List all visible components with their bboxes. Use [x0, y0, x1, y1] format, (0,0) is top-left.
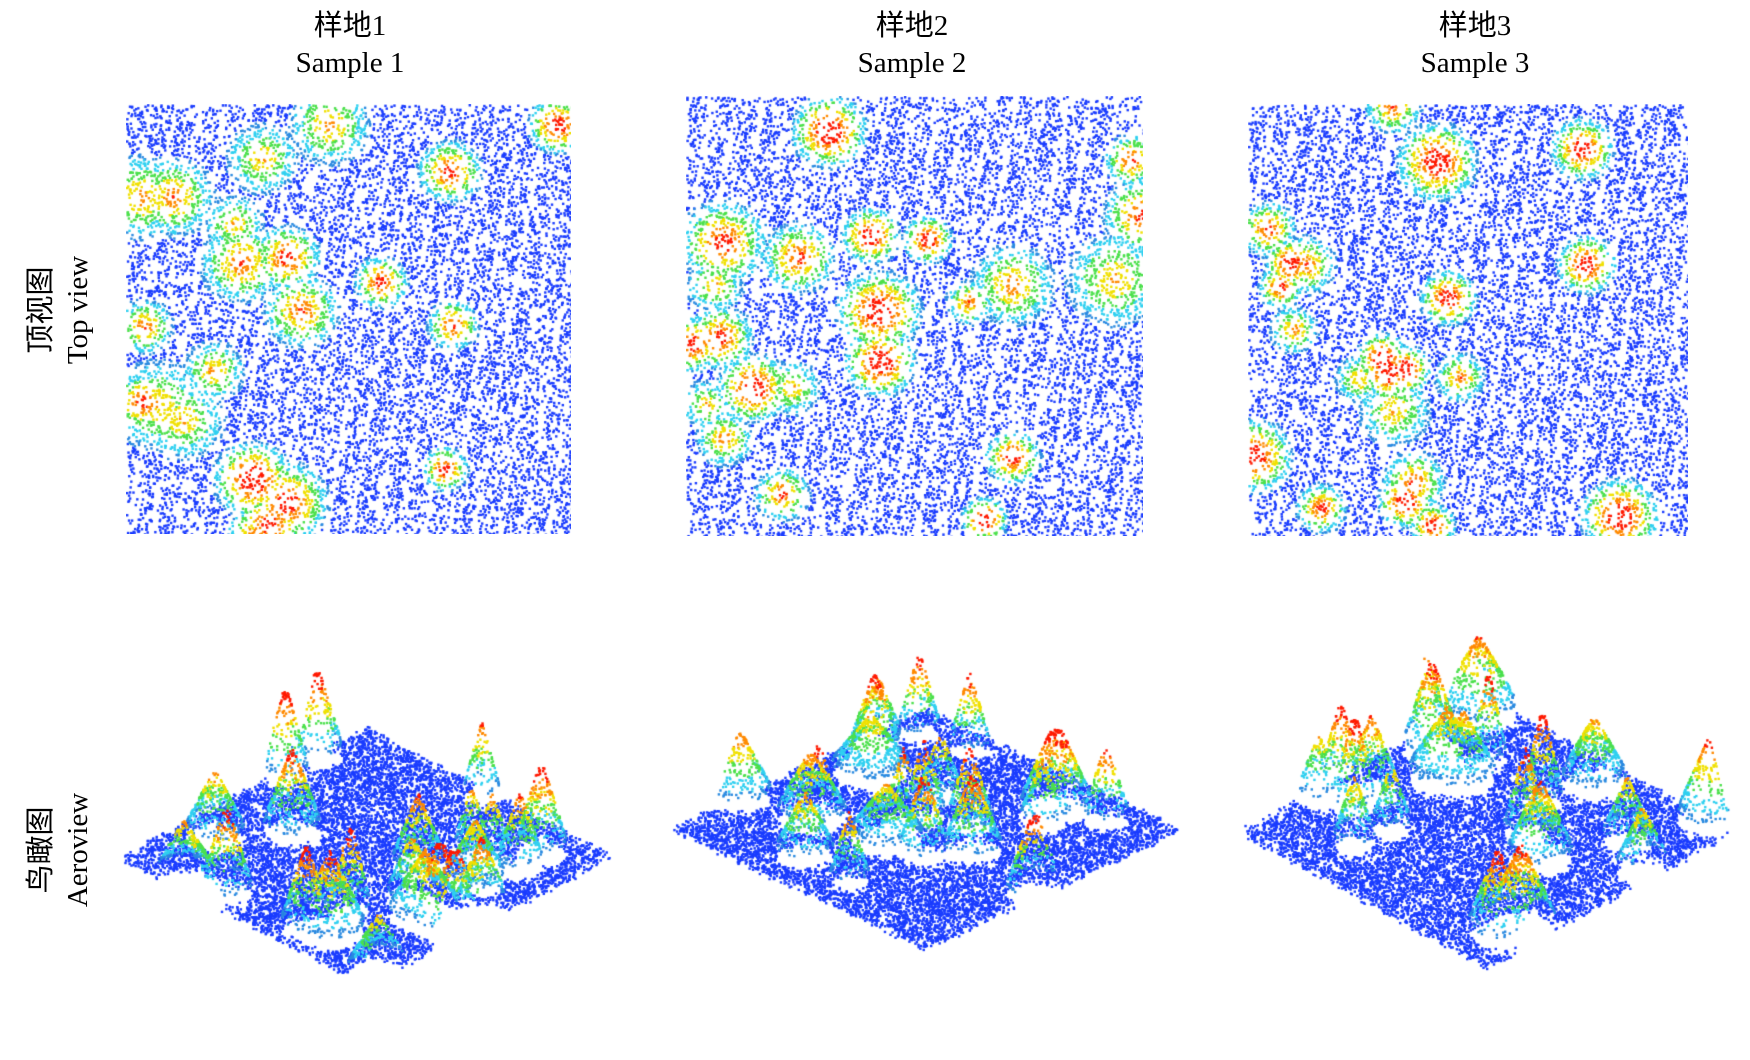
aeroview-sample-3: [1230, 605, 1740, 1025]
aeroview-sample-2: [660, 628, 1190, 1000]
row-label-aeroview: 鸟瞰图 Aeroview: [20, 680, 100, 1020]
column-title-en: Sample 3: [1420, 47, 1530, 79]
point-cloud-top-view-3: [1248, 104, 1688, 536]
point-cloud-top-view-1: [126, 104, 571, 534]
row-label-en: Aeroview: [62, 792, 94, 908]
top-view-sample-1: [126, 104, 571, 534]
column-title-zh: 样地1: [313, 10, 387, 42]
row-label-top-view: 顶视图 Top view: [20, 140, 100, 480]
column-title-en: Sample 2: [857, 47, 967, 79]
column-title-sample-2: 样地2 Sample 2: [762, 8, 1062, 82]
column-title-zh: 样地3: [1438, 10, 1512, 42]
point-cloud-aeroview-1: [110, 640, 620, 1040]
column-title-en: Sample 1: [295, 47, 405, 79]
row-label-en: Top view: [62, 255, 94, 365]
column-title-zh: 样地2: [875, 10, 949, 42]
row-label-zh: 顶视图: [25, 266, 57, 354]
column-title-sample-3: 样地3 Sample 3: [1325, 8, 1625, 82]
top-view-sample-3: [1248, 104, 1688, 536]
row-label-zh: 鸟瞰图: [25, 806, 57, 894]
point-cloud-aeroview-2: [660, 628, 1190, 1000]
top-view-sample-2: [686, 96, 1143, 536]
column-title-sample-1: 样地1 Sample 1: [200, 8, 500, 82]
point-cloud-top-view-2: [686, 96, 1143, 536]
aeroview-sample-1: [110, 640, 620, 1040]
point-cloud-aeroview-3: [1230, 605, 1740, 1025]
